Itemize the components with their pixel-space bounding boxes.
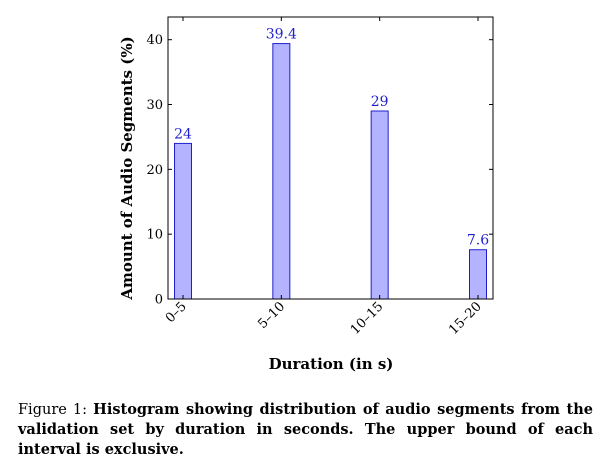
- data-label-3: 7.6: [467, 233, 489, 249]
- y-tick-label-0: 0: [155, 293, 163, 308]
- data-label-0: 24: [174, 126, 192, 142]
- x-tick-label-3: 15–20: [446, 299, 485, 338]
- histogram-chart: 0 10 20 30 40 0–5 5–10 10–15 15–20 24 39.4 29 7.6 Du…: [118, 16, 494, 373]
- x-tick-label-1: 5–10: [255, 299, 288, 332]
- y-tick-label-4: 40: [146, 33, 163, 48]
- axis-frame: [167, 16, 494, 300]
- data-label-1: 39.4: [266, 27, 297, 43]
- y-tick-label-2: 20: [146, 163, 163, 178]
- y-axis-title: Amount of Audio Segments (%): [118, 36, 136, 300]
- bar-2: [370, 110, 389, 300]
- plot-area: 0 10 20 30 40 0–5 5–10 10–15 15–20 24 39.4 29 7.6: [146, 16, 494, 338]
- data-label-2: 29: [371, 94, 389, 110]
- y-tick-label-3: 30: [146, 98, 163, 113]
- caption-text: Histogram showing distribution of audio …: [18, 401, 594, 458]
- y-tick-label-1: 10: [146, 228, 163, 243]
- x-tick-label-0: 0–5: [163, 299, 190, 326]
- x-tick-label-2: 10–15: [348, 299, 387, 338]
- caption-prefix: Figure 1:: [18, 402, 88, 418]
- bar-0: [174, 142, 192, 300]
- x-axis-title: Duration (in s): [269, 355, 394, 373]
- bar-3: [469, 249, 487, 300]
- figure-caption: Figure 1: Histogram showing distribution…: [18, 400, 593, 460]
- bar-1: [272, 43, 291, 300]
